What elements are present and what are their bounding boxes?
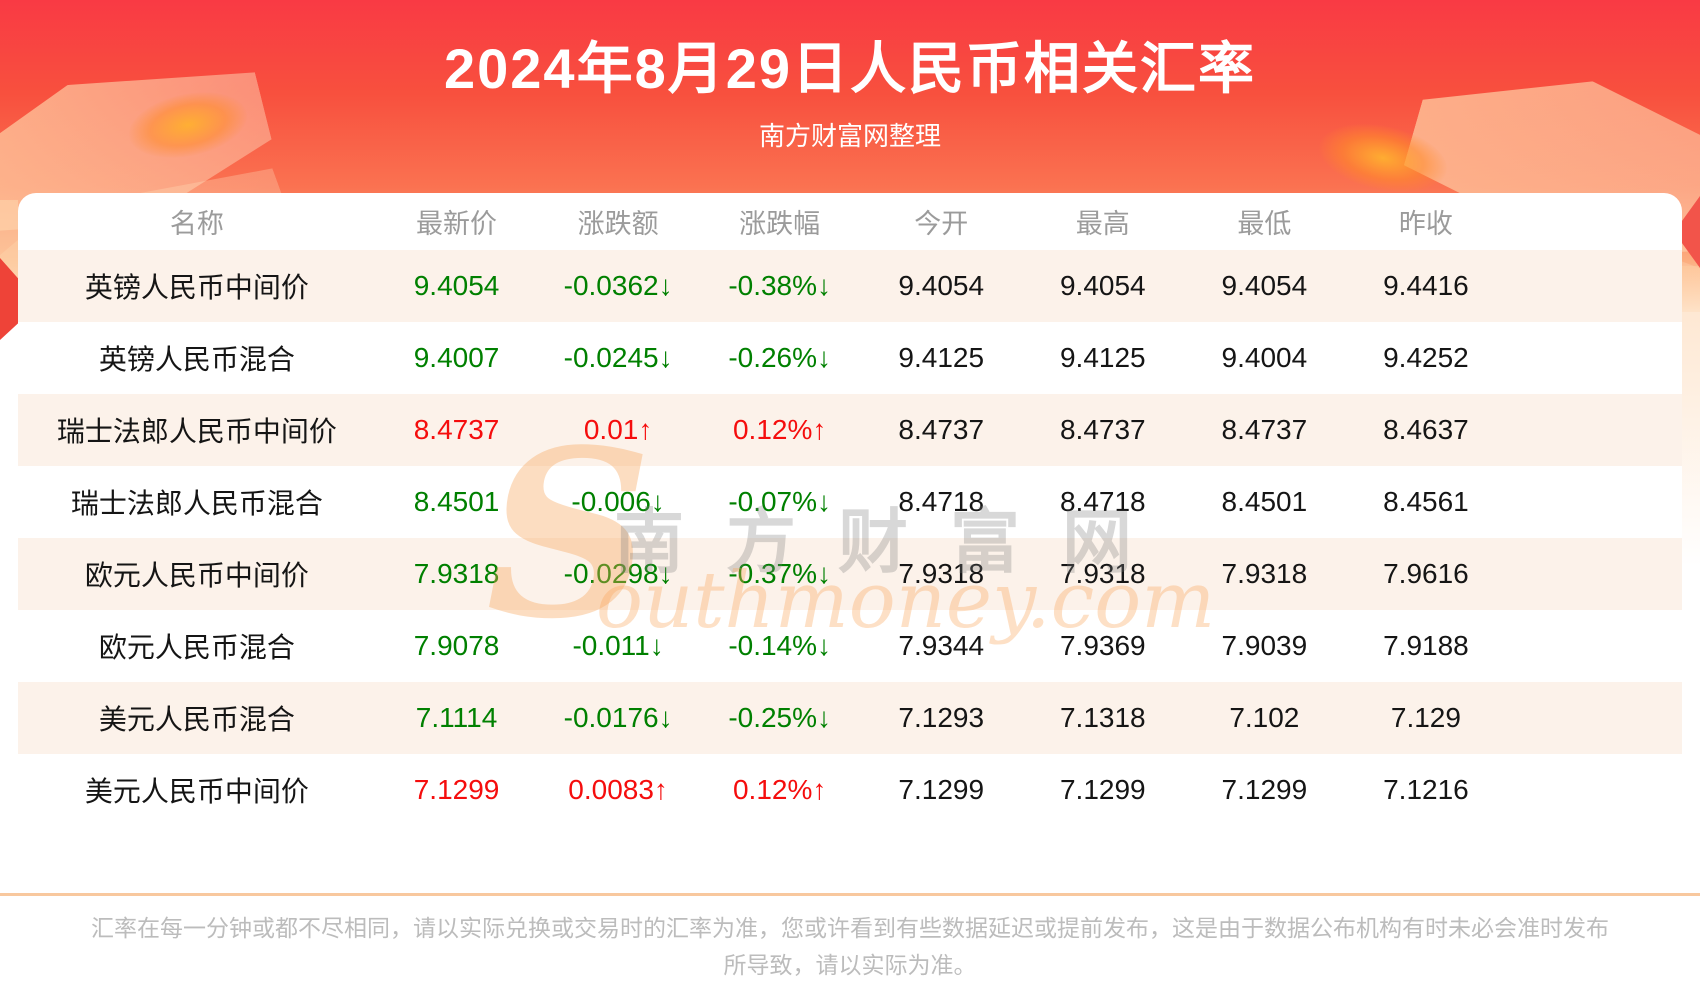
- cell-spacer: [1507, 754, 1682, 826]
- cell-prev_close: 9.4416: [1383, 270, 1469, 301]
- cell-name: 美元人民币混合: [98, 704, 295, 735]
- cell-prev_close: 7.9616: [1383, 558, 1469, 589]
- cell-open: 8.4718: [898, 486, 985, 517]
- cell-spacer: [1507, 610, 1682, 682]
- cell-change: -0.006↓: [571, 486, 665, 517]
- cell-latest: 8.4737: [413, 414, 500, 445]
- cell-name: 欧元人民币中间价: [84, 560, 309, 591]
- ribbon-decoration: [1682, 266, 1700, 566]
- cell-high: 8.4718: [1059, 486, 1146, 517]
- table-row: 欧元人民币混合 7.9078 -0.011↓ -0.14%↓ 7.9344 7.9369 7…: [18, 610, 1682, 682]
- cell-low: 9.4004: [1221, 342, 1308, 373]
- cell-change: 0.0083↑: [568, 774, 668, 805]
- cell-open: 9.4125: [898, 342, 985, 373]
- column-header: 涨跌幅: [739, 209, 821, 239]
- rates-table-body: 英镑人民币中间价 9.4054 -0.0362↓ -0.38%↓ 9.4054 9.405…: [18, 250, 1682, 826]
- cell-change: -0.011↓: [572, 630, 664, 661]
- table-row: 英镑人民币混合 9.4007 -0.0245↓ -0.26%↓ 9.4125 9.4125…: [18, 322, 1682, 394]
- cell-open: 9.4054: [898, 270, 985, 301]
- cell-low: 7.9039: [1221, 630, 1308, 661]
- cell-latest: 7.1299: [413, 774, 500, 805]
- cell-change_pct: 0.12%↑: [732, 414, 827, 445]
- cell-low: 7.102: [1229, 702, 1300, 733]
- cell-spacer: [1507, 250, 1682, 322]
- cell-latest: 7.1114: [415, 702, 498, 733]
- cell-change: -0.0245↓: [563, 342, 673, 373]
- cell-latest: 8.4501: [413, 486, 500, 517]
- cell-high: 9.4054: [1059, 270, 1146, 301]
- cell-name: 瑞士法郎人民币混合: [70, 488, 323, 519]
- cell-change: -0.0298↓: [563, 558, 673, 589]
- cell-change_pct: 0.12%↑: [732, 774, 827, 805]
- cell-prev_close: 8.4561: [1383, 486, 1469, 517]
- table-row: 欧元人民币中间价 7.9318 -0.0298↓ -0.37%↓ 7.9318 7.931…: [18, 538, 1682, 610]
- cell-spacer: [1507, 538, 1682, 610]
- cell-spacer: [1507, 466, 1682, 538]
- page-title: 2024年8月29日人民币相关汇率: [443, 37, 1256, 100]
- cell-prev_close: 8.4637: [1383, 414, 1469, 445]
- cell-prev_close: 7.9188: [1383, 630, 1469, 661]
- cell-name: 美元人民币中间价: [84, 776, 309, 807]
- cell-low: 7.1299: [1221, 774, 1308, 805]
- cell-open: 7.9318: [898, 558, 985, 589]
- column-header: 涨跌额: [577, 209, 659, 239]
- cell-name: 欧元人民币混合: [98, 632, 295, 663]
- cell-low: 8.4501: [1221, 486, 1308, 517]
- cell-open: 7.1293: [898, 702, 985, 733]
- column-header: 最新价: [416, 209, 498, 239]
- cell-high: 8.4737: [1059, 414, 1146, 445]
- cell-name: 英镑人民币中间价: [84, 272, 309, 303]
- cell-change_pct: -0.07%↓: [728, 486, 832, 517]
- cell-change_pct: -0.26%↓: [728, 342, 832, 373]
- cell-change_pct: -0.25%↓: [728, 702, 832, 733]
- cell-spacer: [1507, 682, 1682, 754]
- cell-latest: 9.4054: [413, 270, 500, 301]
- cell-change_pct: -0.37%↓: [728, 558, 832, 589]
- page-subtitle: 南方财富网整理: [758, 121, 941, 151]
- rates-table: 名称 最新价 涨跌额 涨跌幅 今开 最高 最低 昨收 英镑人民币中间价 9.4054 -0.036…: [18, 193, 1682, 826]
- cell-low: 8.4737: [1221, 414, 1308, 445]
- column-header: 昨收: [1398, 209, 1453, 239]
- table-row: 美元人民币中间价 7.1299 0.0083↑ 0.12%↑ 7.1299 7.1299 7…: [18, 754, 1682, 826]
- cell-high: 7.9369: [1059, 630, 1146, 661]
- column-header: 最高: [1075, 209, 1130, 239]
- cell-low: 7.9318: [1221, 558, 1308, 589]
- cell-open: 7.9344: [898, 630, 985, 661]
- cell-prev_close: 7.1216: [1383, 774, 1469, 805]
- rates-card: 名称 最新价 涨跌额 涨跌幅 今开 最高 最低 昨收 英镑人民币中间价 9.4054 -0.036…: [18, 193, 1682, 826]
- cell-spacer: [1507, 322, 1682, 394]
- disclaimer-text: 汇率在每一分钟或都不尽相同，请以实际兑换或交易时的汇率为准，您或许看到有些数据延…: [91, 915, 1609, 978]
- cell-high: 7.9318: [1059, 558, 1146, 589]
- cell-prev_close: 7.129: [1390, 702, 1461, 733]
- cell-change: -0.0176↓: [563, 702, 673, 733]
- column-header: 今开: [914, 209, 969, 239]
- cell-change: -0.0362↓: [563, 270, 673, 301]
- cell-name: 英镑人民币混合: [98, 344, 295, 375]
- table-row: 英镑人民币中间价 9.4054 -0.0362↓ -0.38%↓ 9.4054 9.405…: [18, 250, 1682, 322]
- cell-change_pct: -0.38%↓: [728, 270, 832, 301]
- cell-high: 7.1299: [1059, 774, 1146, 805]
- cell-prev_close: 9.4252: [1383, 342, 1469, 373]
- column-spacer: [1507, 193, 1682, 250]
- table-header-row: 名称 最新价 涨跌额 涨跌幅 今开 最高 最低 昨收: [18, 193, 1682, 250]
- cell-change_pct: -0.14%↓: [728, 630, 832, 661]
- column-header: 最低: [1237, 209, 1292, 239]
- table-row: 美元人民币混合 7.1114 -0.0176↓ -0.25%↓ 7.1293 7.1318…: [18, 682, 1682, 754]
- cell-latest: 7.9078: [413, 630, 500, 661]
- cell-spacer: [1507, 394, 1682, 466]
- cell-high: 7.1318: [1059, 702, 1146, 733]
- cell-name: 瑞士法郎人民币中间价: [56, 416, 337, 447]
- cell-latest: 9.4007: [413, 342, 500, 373]
- table-row: 瑞士法郎人民币混合 8.4501 -0.006↓ -0.07%↓ 8.4718 8.471…: [18, 466, 1682, 538]
- cell-latest: 7.9318: [413, 558, 500, 589]
- footer-divider: [0, 893, 1700, 896]
- cell-low: 9.4054: [1221, 270, 1308, 301]
- cell-open: 8.4737: [898, 414, 985, 445]
- cell-open: 7.1299: [898, 774, 985, 805]
- table-row: 瑞士法郎人民币中间价 8.4737 0.01↑ 0.12%↑ 8.4737 8.4737 8…: [18, 394, 1682, 466]
- column-header: 名称: [169, 209, 224, 239]
- cell-change: 0.01↑: [583, 414, 653, 445]
- cell-high: 9.4125: [1059, 342, 1146, 373]
